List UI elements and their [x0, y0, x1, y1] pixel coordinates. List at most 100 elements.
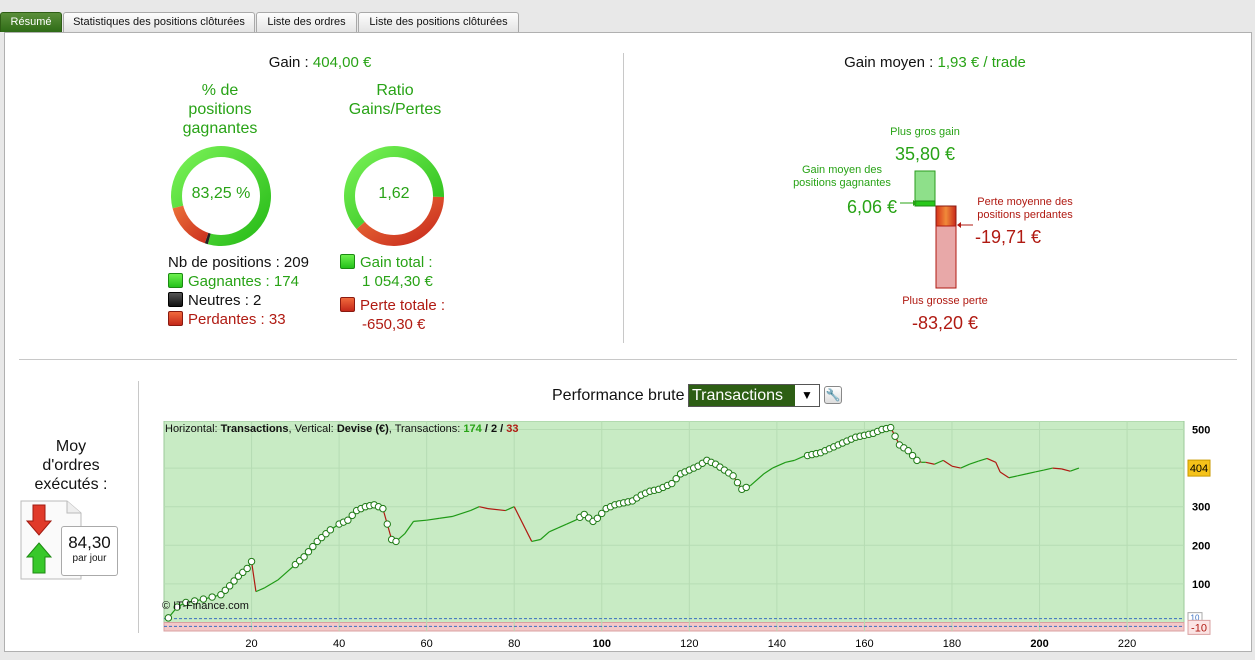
- data-point: [379, 504, 387, 513]
- data-point: [221, 586, 229, 594]
- tab-resume[interactable]: Résumé: [0, 12, 62, 32]
- x-tick-label: 100: [593, 638, 611, 650]
- gain-moyen-header: Gain moyen : 1,93 € / trade: [785, 54, 1085, 71]
- data-point: [672, 475, 680, 483]
- series-segment: [934, 459, 944, 465]
- info-prefix: Horizontal:: [165, 423, 218, 435]
- series-segment: [566, 519, 576, 525]
- perte-totale-value: -650,30 €: [362, 316, 426, 333]
- pct-title-line: positions: [188, 101, 252, 118]
- series-segment: [513, 506, 533, 542]
- series-segment: [750, 473, 765, 486]
- gain-moyen-value: 1,93 € / trade: [937, 54, 1026, 71]
- tab-statistiques[interactable]: Statistiques des positions clôturées: [63, 12, 255, 32]
- series-segment: [540, 531, 550, 540]
- plus-grosse-perte-value: -83,20 €: [911, 313, 979, 333]
- info-neutral: 2: [490, 423, 498, 435]
- tab-liste-positions[interactable]: Liste des positions clôturées: [358, 12, 519, 32]
- series-segment: [548, 527, 559, 533]
- data-point: [164, 614, 173, 622]
- ratio-title-line: Gains/Pertes: [348, 101, 442, 118]
- label-line: Perte moyenne des: [977, 196, 1073, 208]
- last-value-text: 404: [1190, 463, 1208, 475]
- data-point: [182, 598, 190, 607]
- series-segment: [1017, 473, 1027, 477]
- data-point: [733, 478, 742, 487]
- series-segment: [531, 538, 541, 543]
- data-point: [891, 432, 899, 440]
- perte-totale-label: Perte totale :: [360, 297, 446, 314]
- series-segment: [250, 561, 257, 592]
- tab-liste-ordres[interactable]: Liste des ordres: [256, 12, 357, 32]
- data-point: [742, 483, 750, 492]
- ratio-donut: [344, 146, 444, 246]
- chart-info: Horizontal: Transactions, Vertical: Devi…: [165, 423, 519, 436]
- pos-tag-text: 10: [1191, 614, 1200, 623]
- series-segment: [479, 506, 489, 510]
- info-win: 174: [463, 423, 482, 435]
- vertical-divider: [623, 53, 624, 343]
- series-segment: [785, 459, 795, 463]
- series-segment: [1061, 468, 1071, 472]
- data-point: [904, 447, 912, 455]
- series-segment: [1043, 467, 1053, 471]
- info-sep: /: [484, 423, 488, 435]
- series-segment: [999, 471, 1010, 479]
- orders-title-line: Moy: [55, 438, 87, 455]
- legend-gain-total: Gain total :: [340, 254, 433, 272]
- performance-select[interactable]: Transactions ▼: [688, 384, 820, 407]
- y-tick-label: 100: [1192, 579, 1210, 591]
- orders-unit: par jour: [72, 553, 107, 564]
- gain-total-label: Gain total :: [360, 254, 433, 271]
- neutres-text: Neutres : 2: [188, 292, 262, 309]
- red-swatch: [340, 297, 355, 312]
- info-sep: /: [500, 423, 504, 435]
- series-segment: [1035, 469, 1045, 473]
- chevron-down-icon[interactable]: ▼: [795, 385, 819, 406]
- data-point: [243, 564, 251, 573]
- series-segment: [1069, 467, 1080, 472]
- gain-loss-bars: [900, 170, 973, 289]
- series-segment: [255, 587, 265, 593]
- x-tick-label: 40: [333, 638, 345, 650]
- gain-mean-bar: [914, 200, 936, 207]
- green-swatch: [168, 273, 183, 288]
- gain-header: Gain : 404,00 €: [205, 54, 435, 71]
- plus-gros-gain-value: 35,80 €: [894, 144, 956, 164]
- series-segment: [978, 457, 988, 462]
- data-point: [326, 526, 335, 534]
- series-segment: [413, 519, 427, 522]
- data-point: [208, 593, 216, 601]
- series-segment: [763, 467, 773, 475]
- series-segment: [487, 508, 506, 512]
- series-segment: [960, 463, 970, 469]
- legend-neutres: Neutres : 2: [168, 292, 261, 310]
- series-segment: [426, 517, 440, 521]
- data-point: [344, 516, 352, 524]
- series-segment: [277, 564, 296, 581]
- x-tick-label: 140: [768, 638, 786, 650]
- series-segment: [772, 461, 786, 469]
- data-point: [173, 603, 181, 611]
- info-mid: , Vertical:: [288, 423, 334, 435]
- neg-tag-text: -10: [1191, 622, 1207, 634]
- green-swatch: [340, 254, 355, 269]
- series-segment: [452, 509, 471, 517]
- ratio-title: Ratio Gains/Pertes: [335, 81, 455, 119]
- last-value-tag: [1187, 459, 1211, 477]
- info-vertical: Devise (€): [336, 423, 389, 435]
- performance-label: Performance brute: [552, 387, 685, 404]
- x-tick-label: 120: [680, 638, 698, 650]
- data-point: [300, 553, 308, 561]
- info-loss: 33: [506, 423, 519, 435]
- select-value: Transactions: [692, 387, 783, 404]
- loss-bar: [935, 225, 957, 289]
- pct-title-line: gagnantes: [182, 120, 258, 137]
- pct-value: 83,25 %: [191, 185, 251, 202]
- wrench-icon[interactable]: 🔧: [824, 386, 842, 404]
- orders-title-line: exécutés :: [34, 476, 108, 493]
- data-point: [886, 423, 895, 432]
- label-line: Gain moyen des: [801, 164, 883, 176]
- positive-area: [163, 421, 1185, 624]
- gain-moyen-label: Gain moyen :: [844, 54, 934, 71]
